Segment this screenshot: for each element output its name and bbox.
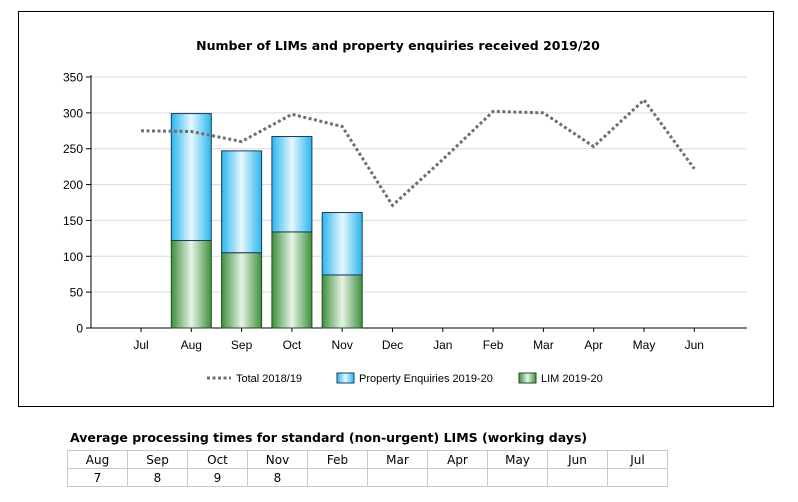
bar-lim-nov [321, 274, 363, 329]
x-tick-label: Jun [685, 338, 704, 352]
x-tick-label: Apr [584, 338, 603, 352]
month-cell: May [487, 450, 548, 469]
legend: Total 2018/19 Property Enquiries 2019-20 L… [207, 372, 603, 385]
x-tick-label: Sep [231, 338, 253, 352]
month-cell: Apr [427, 450, 488, 469]
x-tick-label: Aug [181, 338, 202, 352]
x-tick-label: Dec [382, 338, 403, 352]
y-tick-label: 250 [63, 142, 83, 156]
value-cell [607, 468, 668, 487]
bar-enquiries-sep [221, 150, 263, 254]
total-line [140, 97, 696, 208]
month-cell: Mar [367, 450, 428, 469]
legend-swatch-2 [518, 372, 537, 384]
month-cell: Jun [547, 450, 608, 469]
y-tick-label: 50 [70, 286, 84, 300]
x-tick-label: May [633, 338, 656, 352]
bar-enquiries-aug [170, 113, 212, 242]
total-2018-19-line [140, 97, 696, 208]
month-cell: Oct [187, 450, 248, 469]
x-tick-label: Mar [533, 338, 554, 352]
chart-title: Number of LIMs and property enquiries re… [196, 38, 600, 53]
month-row: Aug Sep Oct Nov Feb Mar Apr May Jun Jul [67, 450, 668, 469]
bars [170, 113, 363, 329]
month-cell: Jul [607, 450, 668, 469]
legend-label-2: LIM 2019-20 [541, 373, 603, 385]
y-tick-label: 200 [63, 178, 83, 192]
y-tick-label: 150 [63, 214, 83, 228]
x-tick-label: Nov [332, 338, 353, 352]
x-tick-label: Feb [483, 338, 504, 352]
x-tick-label: Oct [283, 338, 302, 352]
bar-lim-sep [221, 252, 263, 329]
bar-lim-oct [271, 231, 313, 329]
bar-enquiries-oct [271, 136, 313, 233]
bar-lim-aug [170, 240, 212, 329]
y-tick-label: 350 [63, 71, 83, 85]
chart-svg: Number of LIMs and property enquiries re… [63, 38, 747, 385]
y-tick-label: 100 [63, 250, 83, 264]
value-cell: 7 [67, 468, 128, 487]
table-title: Average processing times for standard (n… [70, 430, 588, 445]
bar-enquiries-nov [321, 212, 363, 276]
value-cell [427, 468, 488, 487]
axes: 0 50 100 150 200 250 300 350 Jul Aug Sep Oct Nov Dec J… [63, 71, 747, 352]
y-tick-label: 300 [63, 106, 83, 120]
month-cell: Feb [307, 450, 368, 469]
x-tick-label: Jan [433, 338, 452, 352]
value-cell [367, 468, 428, 487]
month-cell: Nov [247, 450, 308, 469]
month-cell: Aug [67, 450, 128, 469]
chart-frame: Number of LIMs and property enquiries re… [18, 11, 774, 407]
month-cell: Sep [127, 450, 188, 469]
value-cell [547, 468, 608, 487]
legend-label-0: Total 2018/19 [236, 373, 302, 385]
value-cell: 8 [127, 468, 188, 487]
value-cell [307, 468, 368, 487]
legend-label-1: Property Enquiries 2019-20 [359, 373, 493, 385]
value-cell [487, 468, 548, 487]
y-tick-label: 0 [76, 322, 83, 336]
value-cell: 8 [247, 468, 308, 487]
x-tick-label: Jul [133, 338, 148, 352]
legend-swatch-1 [336, 372, 355, 384]
value-cell: 9 [187, 468, 248, 487]
